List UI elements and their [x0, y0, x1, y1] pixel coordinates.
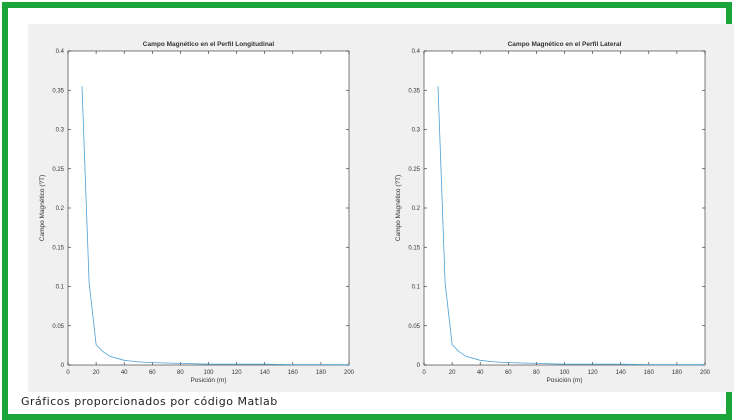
y-tick-label: 0.2: [412, 206, 421, 212]
x-tick-label: 180: [672, 370, 683, 376]
y-tick-label: 0.25: [408, 167, 420, 173]
x-tick-label: 20: [93, 370, 100, 376]
x-tick-label: 0: [422, 370, 426, 376]
x-tick-label: 100: [203, 370, 214, 376]
y-tick-label: 0.4: [56, 49, 65, 55]
x-tick-label: 40: [121, 370, 128, 376]
x-tick-label: 0: [66, 370, 70, 376]
x-tick-label: 120: [232, 370, 243, 376]
x-tick-label: 200: [700, 370, 711, 376]
x-tick-label: 80: [177, 370, 184, 376]
x-tick-label: 20: [449, 370, 456, 376]
y-tick-label: 0: [61, 363, 65, 369]
y-tick-label: 0.15: [408, 245, 420, 251]
plot-area: [67, 50, 350, 366]
x-tick-label: 40: [477, 370, 484, 376]
x-tick-label: 160: [644, 370, 655, 376]
y-tick-label: 0.05: [52, 324, 64, 330]
chart-title: Campo Magnético en el Perfil Longitudina…: [143, 41, 275, 48]
series-line: [81, 86, 350, 366]
y-tick-label: 0.35: [52, 88, 64, 94]
matlab-figure: Campo Magnético en el Perfil Longitudina…: [28, 24, 734, 392]
x-axis-label: Posición (m): [190, 377, 226, 384]
x-tick-label: 140: [616, 370, 627, 376]
y-tick-label: 0.3: [56, 128, 65, 134]
y-tick-label: 0.25: [52, 167, 64, 173]
y-tick-label: 0.3: [412, 128, 421, 134]
y-tick-label: 0.05: [408, 324, 420, 330]
x-tick-label: 200: [344, 370, 355, 376]
x-tick-label: 120: [588, 370, 599, 376]
y-tick-label: 0.1: [412, 285, 421, 291]
y-tick-label: 0: [417, 363, 421, 369]
y-tick-label: 0.35: [408, 88, 420, 94]
x-tick-label: 140: [260, 370, 271, 376]
x-tick-label: 60: [505, 370, 512, 376]
y-axis-label: Campo Magnético (?T): [39, 175, 46, 241]
x-axis-label: Posición (m): [546, 377, 582, 384]
x-tick-label: 180: [316, 370, 327, 376]
figure-caption: Gráficos proporcionados por código Matla…: [21, 395, 278, 408]
x-tick-label: 80: [533, 370, 540, 376]
chart-title: Campo Magnético en el Perfil Lateral: [508, 41, 622, 48]
y-tick-label: 0.4: [412, 49, 421, 55]
y-tick-label: 0.15: [52, 245, 64, 251]
plot-area: [423, 50, 706, 366]
series-line: [437, 86, 706, 366]
x-tick-label: 160: [288, 370, 299, 376]
y-tick-label: 0.1: [56, 285, 65, 291]
x-tick-label: 100: [559, 370, 570, 376]
chart-longitudinal: Campo Magnético en el Perfil Longitudina…: [39, 41, 355, 384]
chart-lateral: Campo Magnético en el Perfil Lateral 0 20 4…: [395, 41, 711, 384]
y-axis-label: Campo Magnético (?T): [395, 175, 402, 241]
y-tick-label: 0.2: [56, 206, 65, 212]
x-tick-label: 60: [149, 370, 156, 376]
